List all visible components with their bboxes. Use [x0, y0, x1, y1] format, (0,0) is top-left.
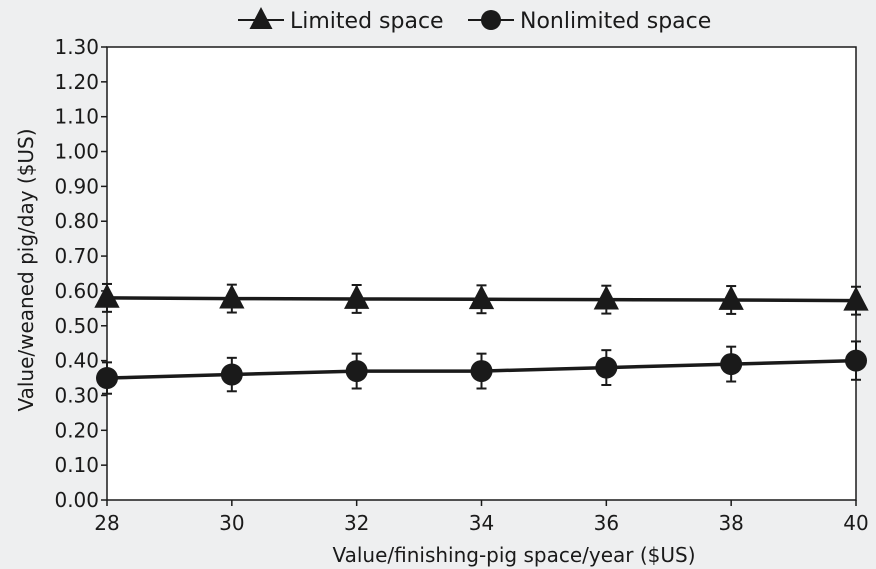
data-point-0-6 — [843, 286, 869, 311]
data-point-0-2 — [344, 284, 370, 309]
y-tick-label-7: 0.70 — [54, 244, 99, 268]
data-point-0-1 — [219, 284, 245, 309]
x-tick-label-5: 38 — [718, 511, 743, 535]
legend: Limited space Nonlimited space — [238, 7, 711, 34]
data-point-1-1 — [220, 363, 243, 386]
y-tick-label-13: 1.30 — [54, 35, 99, 59]
x-tick-label-2: 32 — [344, 511, 369, 535]
x-tick-label-4: 36 — [594, 511, 619, 535]
data-point-0-4 — [593, 285, 619, 310]
data-point-1-0 — [96, 367, 118, 390]
y-tick-label-1: 0.10 — [54, 453, 99, 477]
y-tick-label-12: 1.20 — [54, 70, 99, 94]
x-tick-label-6: 40 — [843, 511, 868, 535]
y-tick-label-5: 0.50 — [54, 314, 99, 338]
y-axis-label: Value/weaned pig/day ($US) — [14, 128, 38, 411]
x-tick-label-0: 28 — [94, 511, 119, 535]
data-point-0-5 — [718, 285, 744, 310]
y-tick-label-0: 0.00 — [54, 488, 99, 512]
x-tick-label-1: 30 — [219, 511, 244, 535]
data-point-0-3 — [468, 284, 495, 310]
x-tick-label-3: 34 — [469, 511, 494, 535]
data-point-1-4 — [595, 356, 618, 379]
data-point-0-0 — [94, 283, 120, 308]
plot-area: 0.00 0.10 0.20 0.30 0.40 0.50 0.60 0.70 0.80 0.90… — [54, 35, 868, 535]
y-tick-label-6: 0.60 — [54, 279, 99, 303]
legend-label-1: Nonlimited space — [520, 9, 711, 34]
data-point-1-3 — [470, 360, 493, 383]
y-tick-label-9: 0.90 — [54, 174, 99, 198]
data-point-1-6 — [845, 349, 867, 372]
plot-frame — [106, 46, 857, 501]
legend-marker-0 — [249, 7, 273, 29]
legend-marker-1 — [481, 10, 501, 30]
data-point-1-2 — [345, 360, 368, 383]
y-tick-label-4: 0.40 — [54, 349, 99, 373]
y-tick-label-10: 1.00 — [54, 140, 99, 164]
y-tick-label-8: 0.80 — [54, 209, 99, 233]
x-axis-label: Value/finishing-pig space/year ($US) — [332, 543, 695, 567]
data-point-1-5 — [720, 353, 743, 376]
y-tick-label-3: 0.30 — [54, 383, 99, 407]
y-tick-label-2: 0.20 — [54, 418, 99, 442]
y-tick-label-11: 1.10 — [54, 105, 99, 129]
legend-label-0: Limited space — [290, 9, 444, 34]
